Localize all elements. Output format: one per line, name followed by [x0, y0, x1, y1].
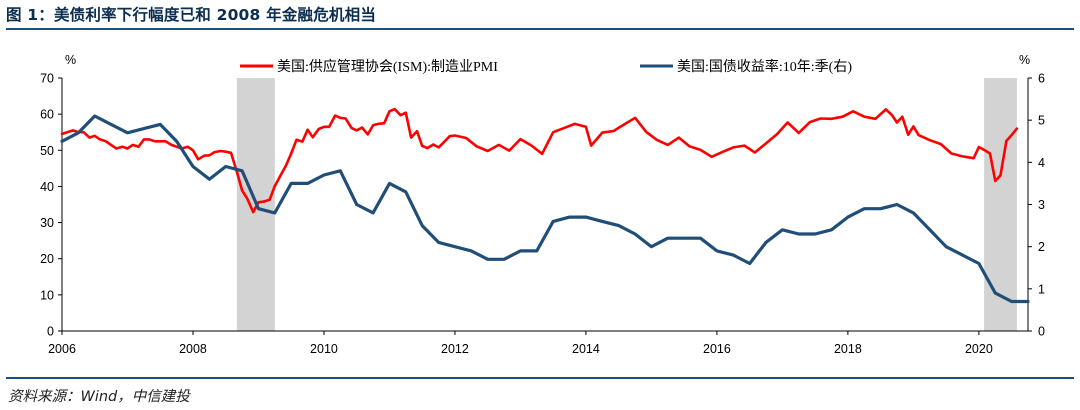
left-tick-label: 20 [40, 252, 54, 266]
right-tick-label: 3 [1038, 198, 1045, 212]
left-tick-label: 0 [47, 325, 54, 339]
x-tick-label: 2016 [703, 342, 731, 356]
legend-yield-label: 美国:国债收益率:10年:季(右) [677, 58, 852, 75]
legend: 美国:供应管理协会(ISM):制造业PMI 美国:国债收益率:10年:季(右) [240, 58, 852, 75]
right-tick-label: 1 [1038, 282, 1045, 296]
right-tick-label: 4 [1038, 156, 1045, 170]
left-tick-label: 70 [40, 72, 54, 86]
pmi-line [60, 107, 1019, 214]
x-tick-label: 2014 [572, 342, 600, 356]
data-lines [60, 107, 1030, 304]
treasury-yield-line [60, 114, 1030, 304]
left-tick-label: 60 [40, 108, 54, 122]
left-tick-label: 30 [40, 216, 54, 230]
shaded-periods [236, 78, 1017, 331]
x-tick-label: 2006 [48, 342, 76, 356]
bottom-rule [6, 377, 1074, 379]
x-tick-label: 2012 [441, 342, 469, 356]
right-tick-label: 5 [1038, 114, 1045, 128]
x-tick-label: 2020 [965, 342, 993, 356]
top-rule [6, 28, 1074, 30]
chart-title: 图 1：美债利率下行幅度已和 2008 年金融危机相当 [6, 6, 377, 24]
line-chart: 0 10 20 30 40 50 60 70 0 1 2 3 4 5 6% % 2006 2008 2010 2012… [40, 53, 1045, 356]
x-tick-label: 2010 [310, 342, 338, 356]
axes: 0 10 20 30 40 50 60 70 0 1 2 3 4 5 6% % 2006 2008 2010 2012… [40, 53, 1045, 356]
left-tick-label: 40 [40, 180, 54, 194]
right-tick-label: 2 [1038, 240, 1045, 254]
recession-shade-1 [984, 78, 1017, 331]
right-unit-label: % [1019, 53, 1030, 67]
right-tick-label: 0 [1038, 325, 1045, 339]
x-tick-label: 2008 [179, 342, 207, 356]
left-tick-label: 50 [40, 144, 54, 158]
left-tick-label: 10 [40, 288, 54, 302]
left-unit-label: % [65, 53, 76, 67]
legend-pmi-label: 美国:供应管理协会(ISM):制造业PMI [277, 58, 498, 75]
x-tick-label: 2018 [834, 342, 862, 356]
source-note: 资料来源：Wind，中信建投 [8, 389, 190, 405]
right-tick-label: 6 [1038, 72, 1045, 86]
